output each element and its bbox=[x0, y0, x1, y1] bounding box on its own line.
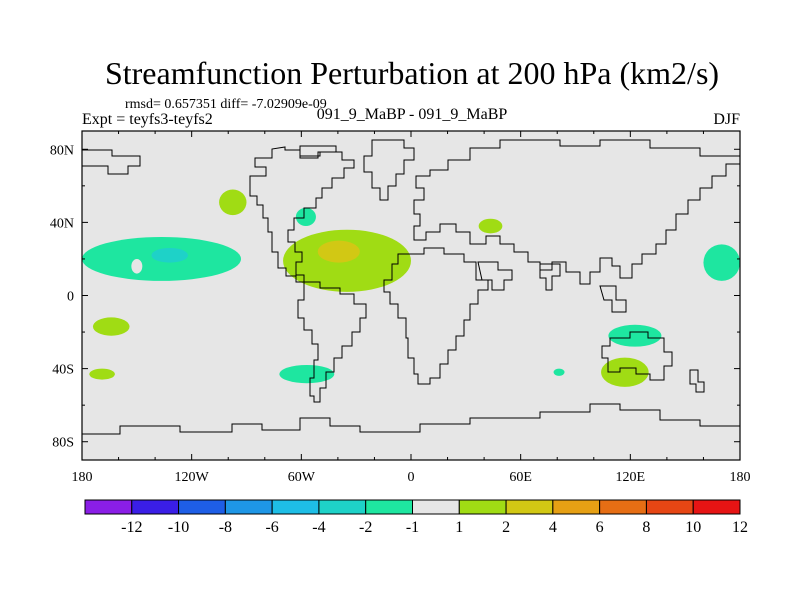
coast-eurasia bbox=[413, 139, 740, 285]
colorbar-box bbox=[692, 499, 741, 515]
colorbar-box bbox=[84, 499, 133, 515]
coastlines bbox=[82, 139, 740, 460]
x-tick-label: 180 bbox=[72, 470, 93, 485]
anomaly-region-4 bbox=[89, 368, 115, 380]
coast-africa bbox=[383, 247, 489, 385]
anomaly-region-8 bbox=[295, 207, 316, 227]
colorbar-box bbox=[178, 499, 226, 515]
anomaly-region-12 bbox=[608, 324, 662, 347]
colorbar-label: 8 bbox=[642, 519, 650, 536]
anomaly-region-2 bbox=[131, 258, 143, 274]
x-tick-label: 120E bbox=[616, 470, 646, 485]
anomaly-region-7 bbox=[317, 240, 360, 263]
colorbar-label: -6 bbox=[265, 519, 278, 536]
anomaly-region-13 bbox=[553, 368, 565, 376]
coast-new-zealand bbox=[689, 369, 705, 393]
colorbar-box bbox=[365, 499, 414, 515]
colorbar-label: -4 bbox=[312, 519, 325, 536]
anomaly-region-10 bbox=[478, 218, 503, 234]
coast-alaska bbox=[82, 149, 141, 175]
coast-canadian-archipelago bbox=[299, 145, 337, 157]
chart-title: Streamfunction Perturbation at 200 hPa (… bbox=[105, 55, 719, 91]
x-tick-label: 180 bbox=[730, 470, 751, 485]
colorbar-label: 10 bbox=[685, 519, 701, 536]
anomaly-region-5 bbox=[219, 189, 247, 216]
colorbar-label: -10 bbox=[168, 519, 189, 536]
colorbar-box bbox=[645, 499, 694, 515]
y-tick-label: 40N bbox=[50, 216, 74, 231]
x-axis: 180 120W 60W 0 60E 120E 180 bbox=[72, 131, 751, 485]
x-tick-label: 0 bbox=[408, 470, 415, 485]
anomaly-regions bbox=[82, 189, 740, 387]
colorbar-label: 6 bbox=[596, 519, 604, 536]
coast-seasia bbox=[599, 285, 627, 313]
colorbar-label: 12 bbox=[732, 519, 748, 536]
anomaly-region-9 bbox=[279, 364, 335, 384]
colorbar-label: 4 bbox=[549, 519, 557, 536]
colorbar-box bbox=[131, 499, 180, 515]
y-tick-label: 80S bbox=[52, 436, 74, 451]
colorbar-box bbox=[552, 499, 601, 515]
coast-antarctica bbox=[82, 403, 740, 460]
colorbar-label: 1 bbox=[455, 519, 463, 536]
colorbar-box bbox=[271, 499, 320, 515]
anomaly-region-1 bbox=[151, 247, 189, 263]
anomaly-region-11 bbox=[601, 357, 649, 387]
colorbar-label: 2 bbox=[502, 519, 510, 536]
colorbar-box bbox=[599, 499, 647, 515]
center-label: 091_9_MaBP - 091_9_MaBP bbox=[317, 106, 508, 123]
right-label: DJF bbox=[713, 111, 740, 128]
coast-north-america bbox=[249, 146, 355, 283]
y-tick-label: 80N bbox=[50, 143, 74, 158]
colorbar-label: -12 bbox=[121, 519, 142, 536]
plot-background bbox=[82, 131, 740, 460]
colorbar-box bbox=[505, 499, 554, 515]
colorbar-label: -2 bbox=[359, 519, 372, 536]
colorbar-box bbox=[224, 499, 273, 515]
anomaly-region-14 bbox=[703, 244, 740, 281]
colorbar-box bbox=[458, 499, 507, 515]
colorbar-box bbox=[318, 499, 367, 515]
coast-australia bbox=[601, 331, 673, 381]
anomaly-region-3 bbox=[92, 317, 130, 336]
colorbar-label: -1 bbox=[406, 519, 419, 536]
coast-south-america bbox=[297, 281, 367, 403]
left-label: Expt = teyfs3-teyfs2 bbox=[82, 111, 213, 128]
y-axis: 80N 40N 0 40S 80S bbox=[50, 143, 740, 451]
x-tick-label: 60W bbox=[288, 470, 316, 485]
stats-line: rmsd= 0.657351 diff= -7.02909e-09 bbox=[125, 97, 327, 112]
coast-greenland bbox=[363, 139, 415, 201]
colorbar: -12 -10 -8 -6 -4 -2 -1 1 2 4 6 8 10 12 bbox=[84, 499, 748, 536]
coast-arabia bbox=[477, 261, 513, 291]
colorbar-label: -8 bbox=[219, 519, 232, 536]
colorbar-box bbox=[412, 499, 460, 515]
x-tick-label: 120W bbox=[175, 470, 210, 485]
coast-india bbox=[539, 263, 561, 291]
y-tick-label: 40S bbox=[52, 363, 74, 378]
x-tick-label: 60E bbox=[509, 470, 532, 485]
y-tick-label: 0 bbox=[67, 290, 74, 305]
